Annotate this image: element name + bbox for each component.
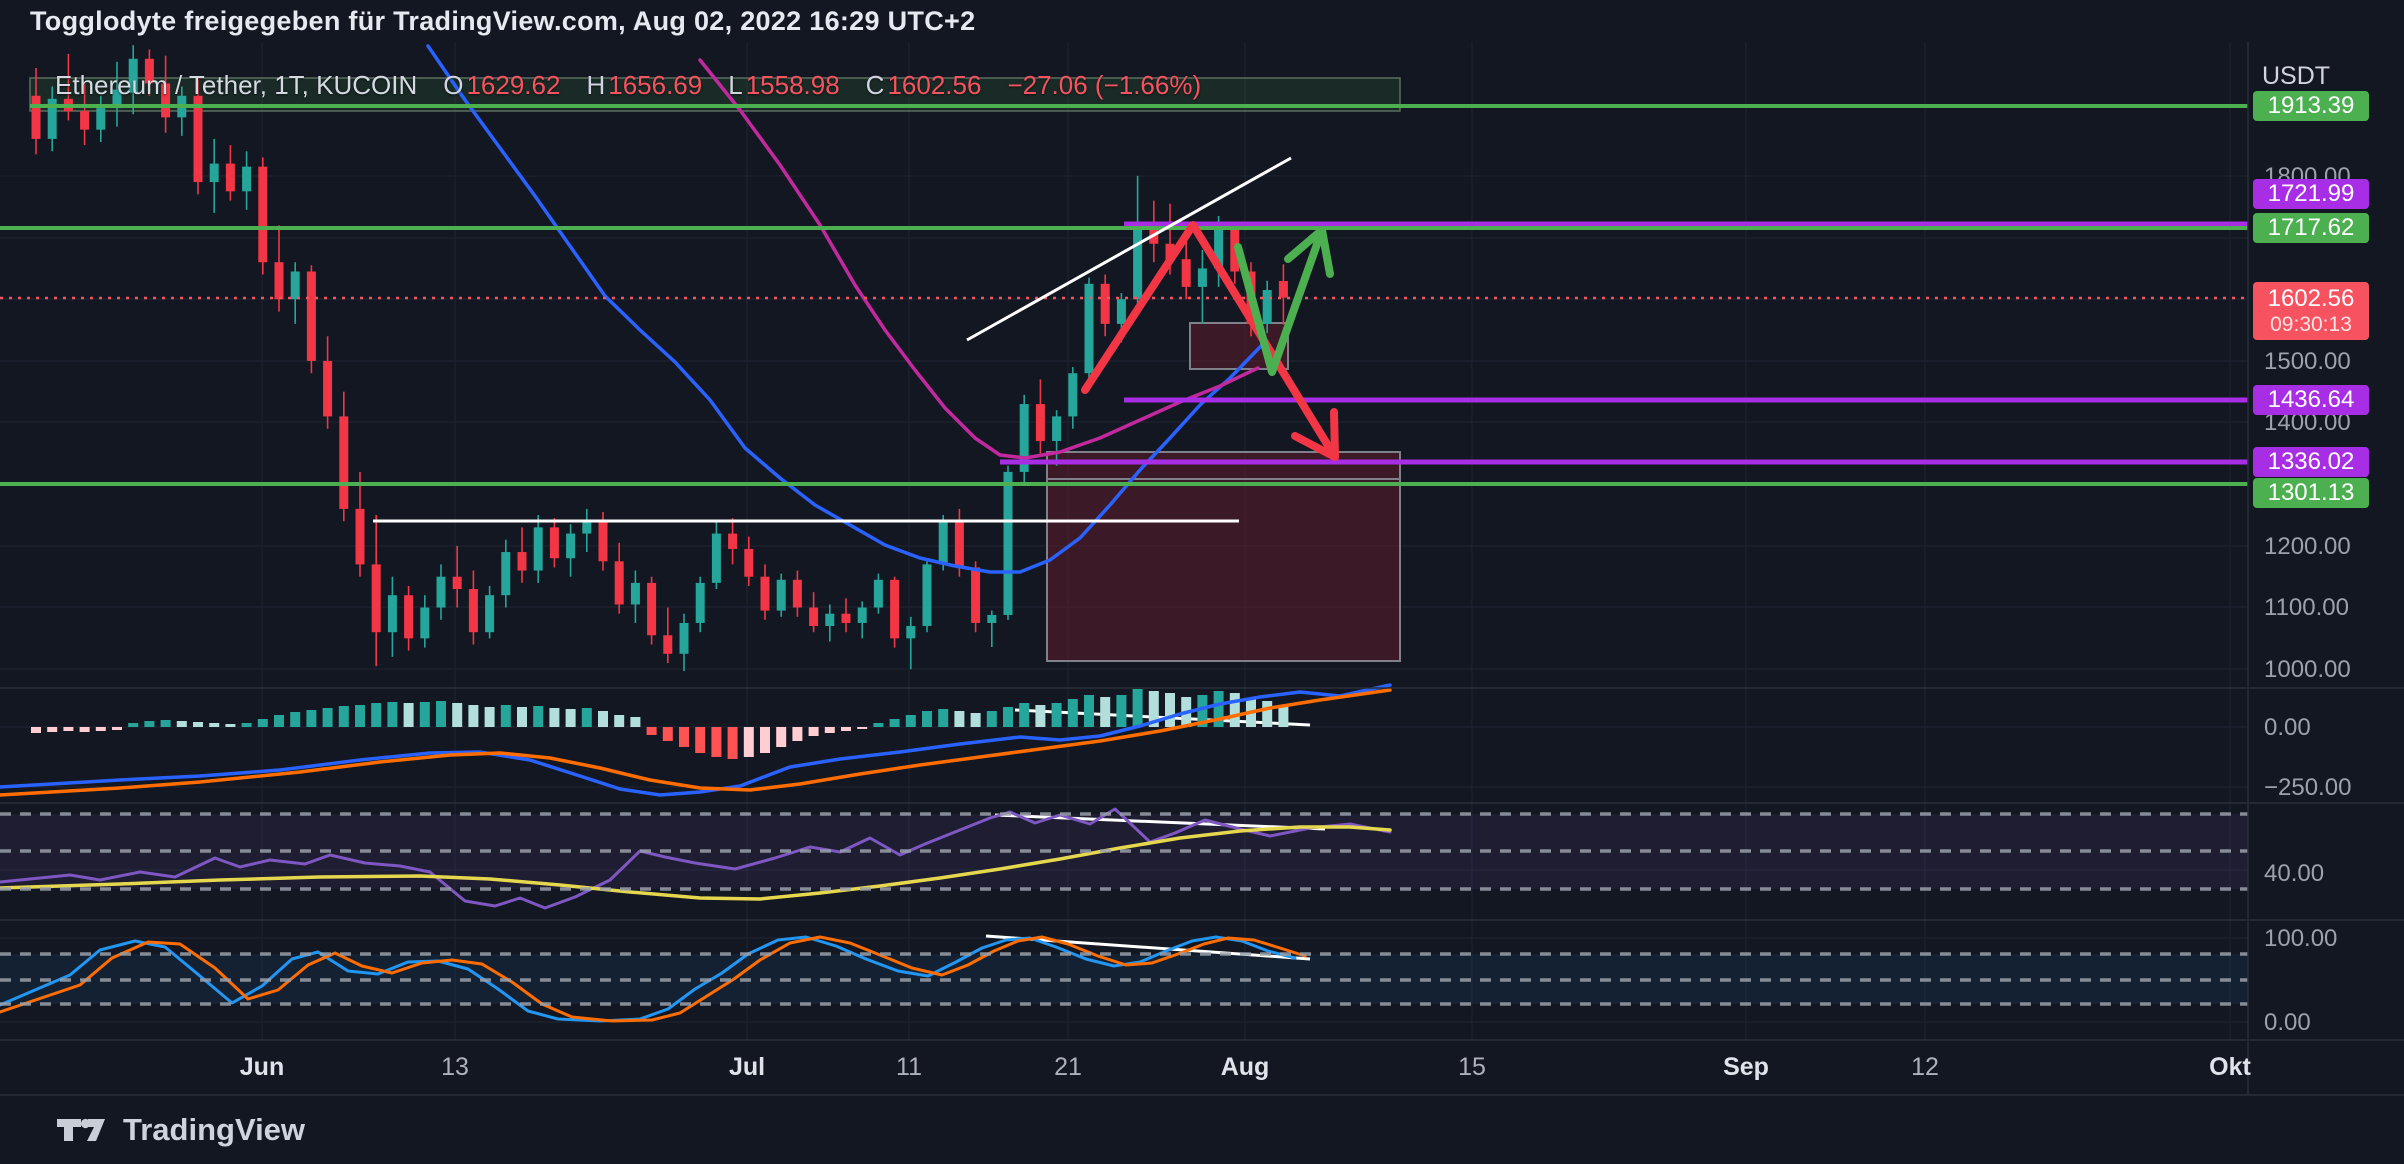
time-axis-label: 13 bbox=[441, 1053, 469, 1081]
price-tick-label: −250.00 bbox=[2264, 774, 2352, 801]
current-price-badge: 1602.56 09:30:13 bbox=[2253, 282, 2369, 340]
ohlc-low: L 1558.98 bbox=[728, 70, 840, 100]
tradingview-logo-text: TradingView bbox=[123, 1111, 306, 1147]
price-change: −27.06 (−1.66%) bbox=[1007, 70, 1202, 100]
ohlc-close: C 1602.56 bbox=[865, 70, 982, 100]
price-level-badge: 1717.62 bbox=[2253, 213, 2369, 243]
time-axis-label: 11 bbox=[896, 1053, 922, 1081]
symbol-title: Ethereum / Tether, 1T, KUCOIN bbox=[55, 70, 418, 100]
current-price-value: 1602.56 bbox=[2267, 285, 2355, 313]
attribution-bar: Togglodyte freigegeben für TradingView.c… bbox=[0, 0, 2404, 42]
time-axis-label: Jun bbox=[239, 1053, 285, 1081]
price-tick-label: 1100.00 bbox=[2264, 594, 2349, 621]
price-tick-label: 1200.00 bbox=[2264, 533, 2351, 560]
tradingview-logo[interactable]: TradingView bbox=[55, 1112, 305, 1148]
price-axis-currency: USDT bbox=[2262, 62, 2331, 90]
price-level-badge: 1721.99 bbox=[2253, 179, 2369, 209]
ohlc-open: O 1629.62 bbox=[443, 70, 561, 100]
bar-countdown: 09:30:13 bbox=[2270, 312, 2352, 336]
time-axis-label: 21 bbox=[1054, 1053, 1082, 1081]
price-level-badge: 1336.02 bbox=[2253, 447, 2369, 477]
time-axis-label: 12 bbox=[1911, 1053, 1939, 1081]
ohlc-high: H 1656.69 bbox=[586, 70, 703, 100]
price-level-badge: 1913.39 bbox=[2253, 91, 2369, 121]
price-axis[interactable]: USDT 1800.00 1500.00 1400.00 1200.00 1100.00… bbox=[2248, 42, 2404, 1095]
time-axis-label: Aug bbox=[1220, 1053, 1270, 1081]
time-axis-label: Sep bbox=[1723, 1053, 1769, 1081]
tradingview-logo-icon bbox=[57, 1118, 105, 1141]
price-tick-label: 100.00 bbox=[2264, 925, 2338, 952]
price-tick-label: 0.00 bbox=[2264, 1009, 2311, 1036]
attribution-text: Togglodyte freigegeben für TradingView.c… bbox=[30, 5, 976, 36]
price-level-badge: 1301.13 bbox=[2253, 478, 2369, 508]
time-axis-label: Jul bbox=[728, 1053, 766, 1081]
price-level-badge: 1436.64 bbox=[2253, 385, 2369, 415]
price-tick-label: 0.00 bbox=[2264, 714, 2311, 741]
symbol-legend[interactable]: Ethereum / Tether, 1T, KUCOIN O 1629.62 H… bbox=[55, 70, 1201, 101]
footer-bar: TradingView bbox=[0, 1095, 2404, 1164]
time-axis-label: Okt bbox=[2209, 1053, 2251, 1081]
price-tick-label: 40.00 bbox=[2264, 860, 2325, 887]
price-tick-label: 1000.00 bbox=[2264, 656, 2351, 683]
price-tick-label: 1500.00 bbox=[2264, 348, 2351, 375]
time-axis[interactable]: Jun 13 Jul 11 21 Aug 15 Sep 12 Okt bbox=[0, 1040, 2404, 1095]
time-axis-label: 15 bbox=[1458, 1053, 1486, 1081]
